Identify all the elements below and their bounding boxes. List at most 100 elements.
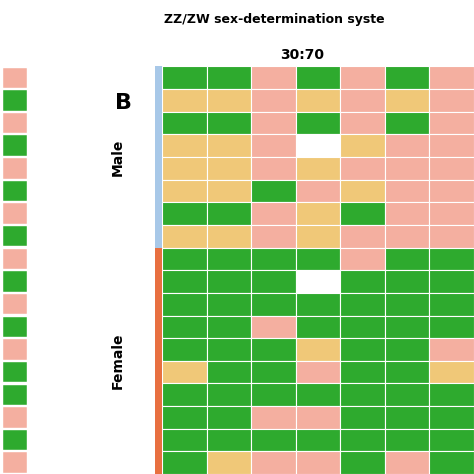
- Bar: [251, 225, 296, 247]
- Bar: [207, 451, 251, 474]
- Bar: [385, 406, 429, 428]
- Bar: [251, 361, 296, 383]
- Bar: [429, 134, 474, 157]
- Bar: [429, 338, 474, 361]
- Bar: [429, 361, 474, 383]
- Bar: [340, 225, 385, 247]
- Bar: [296, 112, 340, 134]
- Bar: [296, 66, 340, 89]
- Bar: [429, 66, 474, 89]
- Bar: [340, 338, 385, 361]
- Bar: [296, 89, 340, 112]
- Bar: [3, 226, 27, 246]
- Bar: [296, 338, 340, 361]
- Bar: [251, 338, 296, 361]
- Bar: [296, 202, 340, 225]
- Bar: [429, 202, 474, 225]
- Bar: [3, 362, 27, 383]
- Bar: [429, 428, 474, 451]
- Bar: [207, 180, 251, 202]
- Text: Male: Male: [110, 138, 125, 176]
- Bar: [207, 270, 251, 293]
- Bar: [296, 316, 340, 338]
- Bar: [162, 157, 207, 180]
- Bar: [385, 157, 429, 180]
- Bar: [162, 406, 207, 428]
- Bar: [385, 134, 429, 157]
- Bar: [162, 89, 207, 112]
- Bar: [3, 249, 27, 269]
- Bar: [296, 383, 340, 406]
- Bar: [296, 361, 340, 383]
- Bar: [429, 247, 474, 270]
- Bar: [3, 203, 27, 224]
- Bar: [162, 180, 207, 202]
- Bar: [429, 157, 474, 180]
- Bar: [3, 68, 27, 88]
- Bar: [340, 180, 385, 202]
- Bar: [3, 158, 27, 179]
- Bar: [385, 316, 429, 338]
- Bar: [385, 338, 429, 361]
- Bar: [251, 134, 296, 157]
- Bar: [207, 316, 251, 338]
- Bar: [162, 293, 207, 316]
- Bar: [385, 428, 429, 451]
- Text: B: B: [115, 93, 132, 113]
- Bar: [207, 225, 251, 247]
- Bar: [162, 247, 207, 270]
- Bar: [207, 293, 251, 316]
- Bar: [3, 181, 27, 201]
- Bar: [340, 89, 385, 112]
- Bar: [340, 66, 385, 89]
- Bar: [251, 89, 296, 112]
- Bar: [385, 361, 429, 383]
- Bar: [340, 451, 385, 474]
- Bar: [162, 270, 207, 293]
- Bar: [3, 453, 27, 473]
- Bar: [429, 406, 474, 428]
- Bar: [162, 338, 207, 361]
- Text: 30:70: 30:70: [281, 48, 324, 62]
- Bar: [207, 247, 251, 270]
- Bar: [207, 112, 251, 134]
- Bar: [251, 383, 296, 406]
- Bar: [340, 293, 385, 316]
- Bar: [296, 225, 340, 247]
- Bar: [429, 293, 474, 316]
- Bar: [207, 428, 251, 451]
- Bar: [207, 406, 251, 428]
- Text: Female: Female: [110, 333, 125, 389]
- Bar: [3, 384, 27, 405]
- Bar: [162, 361, 207, 383]
- Bar: [207, 157, 251, 180]
- Bar: [296, 180, 340, 202]
- Bar: [340, 134, 385, 157]
- Bar: [251, 428, 296, 451]
- Bar: [296, 451, 340, 474]
- Bar: [207, 134, 251, 157]
- Bar: [3, 317, 27, 337]
- Bar: [429, 180, 474, 202]
- Bar: [429, 451, 474, 474]
- Bar: [340, 112, 385, 134]
- Bar: [385, 247, 429, 270]
- Bar: [155, 247, 162, 474]
- Bar: [385, 383, 429, 406]
- Bar: [385, 180, 429, 202]
- Bar: [296, 247, 340, 270]
- Bar: [162, 112, 207, 134]
- Text: ZZ/ZW sex-determination syste: ZZ/ZW sex-determination syste: [164, 12, 384, 26]
- Bar: [385, 270, 429, 293]
- Bar: [251, 180, 296, 202]
- Bar: [251, 316, 296, 338]
- Bar: [162, 134, 207, 157]
- Bar: [162, 451, 207, 474]
- Bar: [162, 316, 207, 338]
- Bar: [251, 293, 296, 316]
- Bar: [296, 406, 340, 428]
- Bar: [385, 293, 429, 316]
- Bar: [340, 316, 385, 338]
- Bar: [251, 202, 296, 225]
- Bar: [162, 202, 207, 225]
